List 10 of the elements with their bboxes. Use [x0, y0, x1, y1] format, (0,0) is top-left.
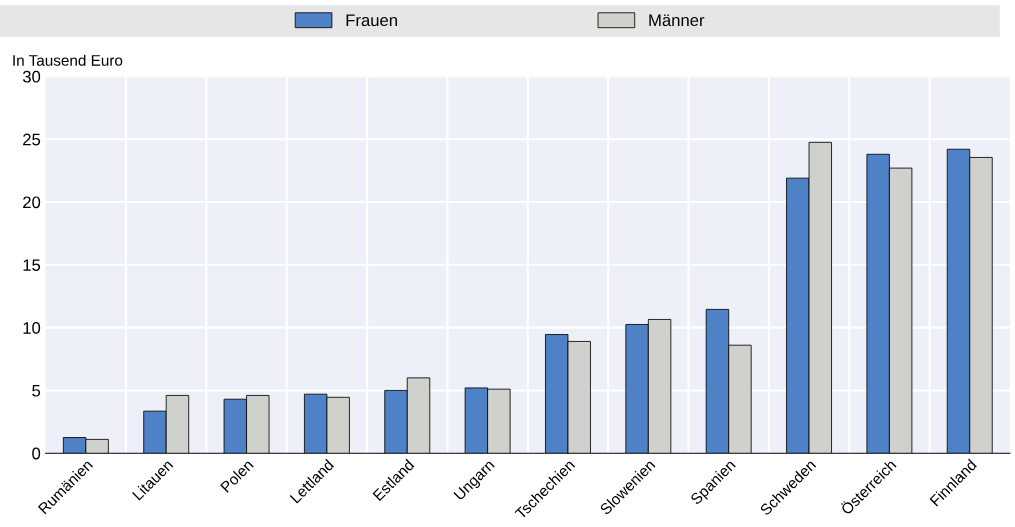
y-tick-label: 20 — [23, 196, 41, 209]
y-tick-label: 30 — [22, 70, 41, 83]
y-tick-label: 10 — [23, 322, 41, 334]
y-tick-label: 0 — [32, 447, 41, 460]
y-tick-label: 25 — [23, 133, 41, 146]
y-tick-label: 15 — [23, 259, 41, 272]
legend-label: Männer — [649, 14, 705, 27]
y-axis-title: In Tausend Euro — [13, 54, 123, 66]
legend-label: Frauen — [346, 14, 397, 27]
y-tick-label: 5 — [32, 384, 41, 397]
